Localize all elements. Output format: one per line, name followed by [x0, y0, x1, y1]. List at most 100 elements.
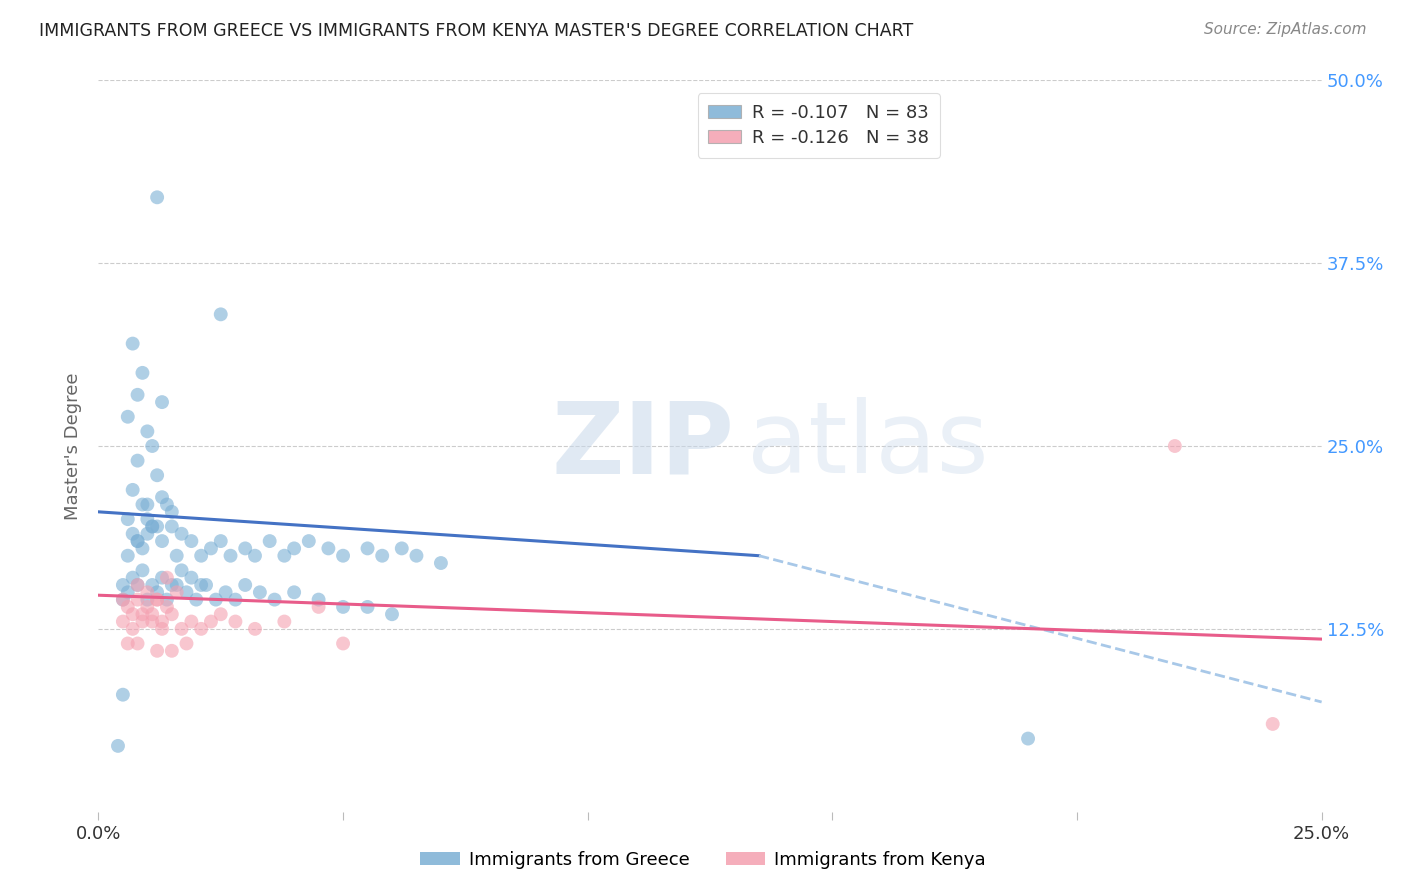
Point: [156, 592, 179, 607]
Point: [107, 739, 129, 753]
Point: [127, 636, 149, 650]
Text: IMMIGRANTS FROM GREECE VS IMMIGRANTS FROM KENYA MASTER'S DEGREE CORRELATION CHAR: IMMIGRANTS FROM GREECE VS IMMIGRANTS FRO…: [39, 22, 914, 40]
Point: [176, 636, 198, 650]
Point: [180, 534, 202, 549]
Point: [156, 599, 179, 614]
Point: [146, 644, 169, 658]
Point: [131, 607, 153, 622]
Point: [117, 549, 139, 563]
Text: ZIP: ZIP: [551, 398, 734, 494]
Point: [176, 585, 198, 599]
Point: [200, 615, 222, 629]
Point: [121, 336, 143, 351]
Point: [356, 599, 378, 614]
Point: [160, 519, 183, 533]
Point: [214, 585, 236, 599]
Point: [146, 190, 169, 204]
Point: [150, 622, 173, 636]
Point: [283, 541, 305, 556]
Y-axis label: Master's Degree: Master's Degree: [65, 372, 83, 520]
Point: [283, 585, 305, 599]
Point: [1261, 717, 1284, 731]
Point: [224, 615, 246, 629]
Point: [209, 307, 232, 321]
Point: [121, 622, 143, 636]
Point: [205, 592, 228, 607]
Point: [146, 468, 169, 483]
Point: [141, 519, 163, 533]
Point: [233, 578, 256, 592]
Point: [131, 615, 153, 629]
Point: [111, 578, 134, 592]
Point: [150, 615, 173, 629]
Point: [117, 599, 139, 614]
Point: [141, 439, 163, 453]
Point: [356, 541, 378, 556]
Point: [273, 615, 295, 629]
Point: [243, 622, 266, 636]
Point: [233, 541, 256, 556]
Point: [318, 541, 340, 556]
Point: [127, 388, 149, 402]
Point: [308, 599, 330, 614]
Point: [263, 592, 285, 607]
Text: Source: ZipAtlas.com: Source: ZipAtlas.com: [1204, 22, 1367, 37]
Point: [186, 592, 208, 607]
Point: [111, 615, 134, 629]
Point: [117, 409, 139, 424]
Point: [121, 607, 143, 622]
Point: [141, 578, 163, 592]
Point: [160, 505, 183, 519]
Point: [136, 592, 159, 607]
Point: [127, 453, 149, 467]
Point: [170, 526, 193, 541]
Point: [170, 622, 193, 636]
Point: [166, 585, 188, 599]
Point: [141, 615, 163, 629]
Point: [1017, 731, 1039, 746]
Point: [180, 615, 202, 629]
Point: [136, 585, 159, 599]
Legend: Immigrants from Greece, Immigrants from Kenya: Immigrants from Greece, Immigrants from …: [413, 844, 993, 876]
Point: [150, 490, 173, 504]
Point: [131, 366, 153, 380]
Point: [219, 549, 242, 563]
Point: [209, 534, 232, 549]
Point: [136, 498, 159, 512]
Point: [190, 549, 212, 563]
Point: [131, 541, 153, 556]
Point: [332, 636, 354, 650]
Point: [156, 498, 179, 512]
Point: [146, 592, 169, 607]
Point: [136, 526, 159, 541]
Point: [332, 599, 354, 614]
Point: [131, 563, 153, 577]
Point: [127, 534, 149, 549]
Point: [127, 578, 149, 592]
Point: [180, 571, 202, 585]
Point: [111, 592, 134, 607]
Point: [127, 534, 149, 549]
Point: [136, 425, 159, 439]
Point: [273, 549, 295, 563]
Point: [391, 541, 413, 556]
Point: [243, 549, 266, 563]
Point: [150, 571, 173, 585]
Point: [156, 571, 179, 585]
Point: [200, 541, 222, 556]
Point: [141, 519, 163, 533]
Point: [195, 578, 218, 592]
Point: [249, 585, 271, 599]
Point: [371, 549, 394, 563]
Point: [381, 607, 404, 622]
Point: [121, 483, 143, 497]
Point: [259, 534, 281, 549]
Point: [190, 622, 212, 636]
Point: [146, 592, 169, 607]
Point: [166, 578, 188, 592]
Point: [136, 599, 159, 614]
Point: [111, 592, 134, 607]
Point: [131, 498, 153, 512]
Point: [405, 549, 427, 563]
Point: [224, 592, 246, 607]
